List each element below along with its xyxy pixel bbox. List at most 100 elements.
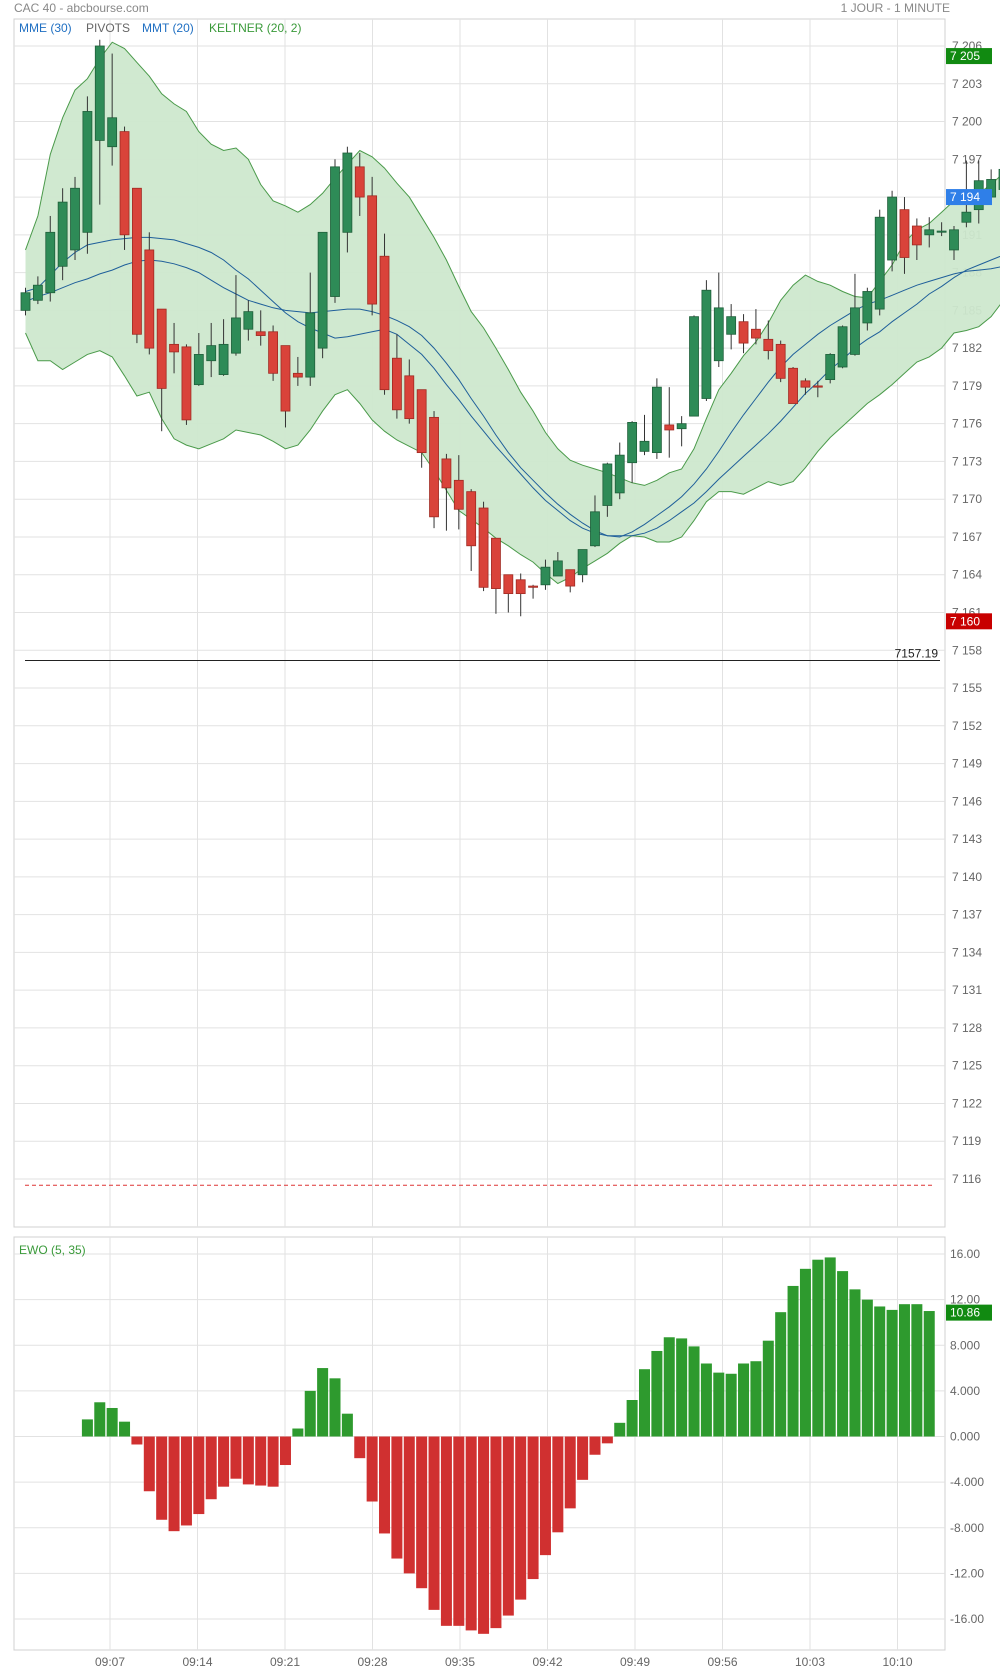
ewo-y-tick-label: 16.00 — [950, 1247, 980, 1261]
candle — [850, 273, 860, 356]
candle — [664, 387, 675, 458]
ewo-tag-bg — [946, 1304, 992, 1321]
candle — [144, 232, 155, 355]
candle — [738, 314, 749, 354]
ewo-y-tick-label: -4.000 — [950, 1475, 984, 1489]
price-y-tick-label: 7 179 — [952, 379, 982, 393]
candle-body — [268, 331, 279, 374]
ewo-bar — [453, 1436, 465, 1626]
ewo-bar — [168, 1436, 180, 1532]
candle-body — [738, 321, 749, 344]
candle — [441, 453, 452, 531]
candle-body — [466, 491, 477, 547]
candle — [577, 549, 588, 583]
candle — [193, 333, 204, 386]
candle-body — [899, 209, 910, 258]
ewo-bar — [601, 1436, 613, 1444]
candle-body — [788, 367, 798, 404]
x-tick-label: 09:14 — [182, 1655, 212, 1669]
x-tick-label: 09:35 — [445, 1655, 475, 1669]
candle — [107, 53, 118, 166]
candle-body — [330, 166, 340, 297]
ewo-y-tick-label: 12.00 — [950, 1293, 980, 1307]
candle — [243, 300, 254, 341]
candle — [503, 574, 514, 613]
candle-body — [379, 255, 390, 391]
candle — [701, 280, 712, 402]
ewo-bar — [651, 1350, 663, 1437]
candle-body — [602, 463, 613, 506]
candle-body — [825, 354, 836, 381]
candle — [528, 584, 538, 599]
candle-body — [850, 307, 860, 355]
candle-body — [45, 231, 56, 294]
candle-body — [305, 312, 316, 378]
price-y-tick-label: 7 203 — [952, 77, 982, 91]
candle-body — [144, 249, 155, 349]
candle-body — [243, 311, 254, 330]
ewo-bar — [849, 1289, 861, 1437]
candle-body — [936, 230, 947, 233]
candle-body — [614, 454, 625, 494]
keltner-upper-line — [25, 41, 1000, 486]
price-y-tick-label: 7 140 — [952, 870, 982, 884]
ewo-bar — [775, 1312, 787, 1437]
candle — [330, 159, 340, 303]
ewo-bar — [119, 1421, 131, 1437]
ewo-bar — [329, 1378, 341, 1437]
legend-mme[interactable]: MME (30) — [19, 21, 72, 35]
candle-body — [515, 579, 526, 595]
ewo-bar — [193, 1436, 205, 1515]
candle — [231, 275, 241, 356]
candle-body — [577, 549, 588, 576]
ewo-bar — [874, 1306, 886, 1437]
candle — [268, 325, 279, 381]
legend-mmt[interactable]: MMT (20) — [142, 21, 194, 35]
ewo-bar — [94, 1402, 106, 1437]
ewo-y-tick-label: -12.00 — [950, 1566, 984, 1580]
keltner-band-fill — [25, 42, 1000, 584]
ewo-bar — [106, 1407, 118, 1437]
ewo-bar — [824, 1257, 836, 1437]
candle-body — [565, 569, 576, 587]
candle-body — [751, 328, 761, 339]
x-tick-label: 10:10 — [882, 1655, 912, 1669]
x-tick-label: 09:49 — [620, 1655, 650, 1669]
candle — [515, 573, 526, 617]
ewo-bar — [639, 1369, 650, 1437]
ewo-bar — [156, 1436, 168, 1520]
candle-body — [676, 423, 687, 430]
candle — [751, 309, 761, 345]
candle — [552, 552, 563, 577]
candle — [255, 310, 266, 346]
candle-body — [800, 380, 811, 388]
ewo-bar — [688, 1346, 700, 1437]
candle-body — [206, 345, 217, 362]
candle — [639, 414, 650, 456]
price-y-tick-label: 7 167 — [952, 530, 982, 544]
candle — [305, 272, 316, 386]
candle-body — [193, 354, 204, 386]
ewo-bar — [354, 1436, 366, 1459]
candle-body — [726, 316, 737, 335]
candle — [651, 378, 662, 459]
candle-body — [664, 424, 675, 431]
ewo-bar — [267, 1436, 279, 1487]
price-tag-bg — [946, 189, 992, 206]
price-y-tick-label: 7 146 — [952, 794, 982, 808]
legend-keltner[interactable]: KELTNER (20, 2) — [209, 21, 302, 35]
ewo-bar — [837, 1271, 849, 1437]
candle-body — [651, 386, 662, 454]
ewo-bar — [230, 1436, 242, 1479]
candle-body — [491, 537, 501, 589]
price-y-tick-label: 7 164 — [952, 568, 982, 582]
ewo-bar — [762, 1340, 774, 1437]
candle-body — [862, 291, 873, 324]
candle — [404, 359, 415, 424]
candle — [94, 39, 105, 205]
ewo-legend[interactable]: EWO (5, 35) — [19, 1243, 86, 1257]
legend-pivots[interactable]: PIVOTS — [86, 21, 131, 35]
price-y-tick-label: 7 131 — [952, 983, 982, 997]
price-y-tick-label: 7 119 — [952, 1134, 981, 1148]
price-y-tick-label: 7 152 — [952, 719, 982, 733]
